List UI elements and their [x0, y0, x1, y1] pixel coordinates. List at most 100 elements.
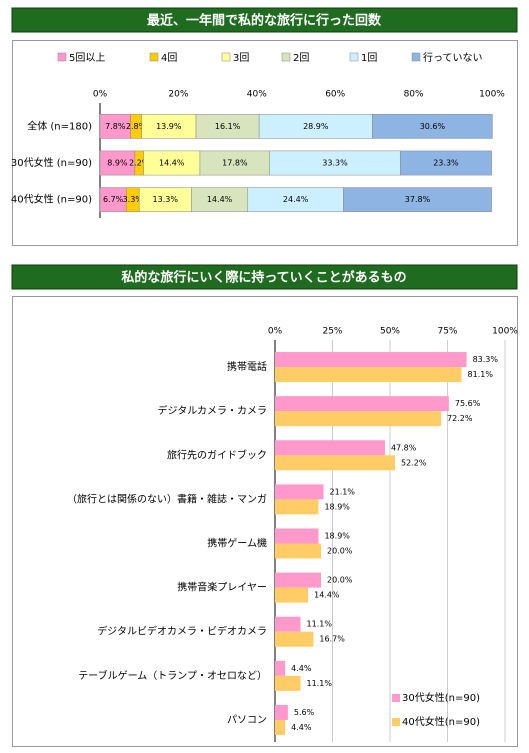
- value-label: 11.1%: [307, 620, 333, 629]
- y-tick-label: 携帯音楽プレイヤー: [177, 581, 267, 594]
- value-label: 6.7%: [103, 195, 124, 204]
- bar: [275, 411, 442, 427]
- value-label: 20.0%: [327, 576, 353, 585]
- value-label: 18.9%: [324, 502, 350, 511]
- y-tick-label: デジタルカメラ・カメラ: [158, 404, 268, 417]
- legend-marker: [392, 694, 400, 702]
- bar: [275, 660, 286, 676]
- bar: [275, 396, 449, 412]
- bar: [275, 675, 301, 691]
- bar: [275, 587, 309, 603]
- chart-frame: [12, 40, 518, 246]
- x-tick-label: 60%: [325, 90, 345, 100]
- bar-segment: [141, 113, 197, 139]
- x-tick-label: 75%: [437, 327, 457, 337]
- legend-marker: [149, 52, 159, 62]
- value-label: 3.3%: [123, 195, 144, 204]
- value-label: 7.8%: [105, 122, 126, 131]
- value-label: 4.4%: [291, 664, 312, 673]
- value-label: 8.9%: [107, 159, 128, 168]
- legend-label: 1回: [361, 52, 377, 64]
- bar-segment: [372, 113, 493, 139]
- bar: [275, 484, 324, 500]
- y-tick-label: テーブルゲーム（トランプ・オセロなど）: [78, 669, 267, 682]
- y-tick-label: デジタルビデオカメラ・ビデオカメラ: [97, 625, 267, 638]
- bar-segment: [99, 187, 127, 213]
- value-label: 75.6%: [455, 399, 481, 408]
- legend-marker: [349, 52, 359, 62]
- value-label: 24.4%: [283, 195, 309, 204]
- value-label: 30.6%: [420, 122, 446, 131]
- value-label: 16.7%: [319, 635, 345, 644]
- legend-marker: [411, 52, 421, 62]
- y-tick-label: 30代女性 (n=90): [11, 156, 92, 169]
- bar-segment: [195, 113, 260, 139]
- value-label: 52.2%: [401, 458, 427, 467]
- title-bar: [11, 264, 518, 290]
- y-tick-label: 40代女性 (n=90): [11, 193, 92, 206]
- y-tick-label: 携帯ゲーム機: [207, 537, 267, 550]
- legend-label: 40代女性(n=90): [402, 715, 480, 728]
- title-bar: [11, 7, 518, 33]
- bar-segment: [258, 113, 373, 139]
- bar-segment: [99, 113, 131, 139]
- y-tick-label: パソコン: [227, 714, 267, 726]
- bar-segment: [143, 150, 201, 176]
- legend-label: 30代女性(n=90): [402, 691, 480, 704]
- value-label: 14.4%: [207, 195, 233, 204]
- x-tick-label: 0%: [268, 327, 283, 337]
- bar: [275, 367, 462, 383]
- value-label: 4.4%: [291, 723, 312, 732]
- bar-segment: [247, 187, 344, 213]
- value-label: 37.8%: [405, 195, 431, 204]
- bar: [275, 455, 396, 471]
- chart-title: 最近、一年間で私的な旅行に行った回数: [147, 13, 382, 29]
- bar-segment: [191, 187, 249, 213]
- bar: [275, 440, 385, 456]
- value-label: 47.8%: [391, 443, 417, 452]
- bar: [275, 352, 467, 368]
- value-label: 23.3%: [433, 159, 459, 168]
- value-label: 21.1%: [330, 487, 356, 496]
- value-label: 83.3%: [473, 355, 499, 364]
- bar-segment: [343, 187, 492, 213]
- legend-label: 3回: [233, 52, 249, 64]
- x-tick-label: 20%: [168, 90, 188, 100]
- x-tick-label: 40%: [247, 90, 267, 100]
- bar-segment: [138, 187, 192, 213]
- bar: [275, 616, 301, 632]
- chart-frame: [12, 296, 518, 747]
- legend-label: 5回以上: [69, 52, 105, 64]
- value-label: 72.2%: [447, 414, 473, 423]
- value-label: 17.8%: [222, 159, 248, 168]
- x-tick-label: 100%: [479, 90, 505, 100]
- bar: [275, 572, 321, 588]
- value-label: 20.0%: [327, 546, 353, 555]
- value-label: 5.6%: [294, 708, 315, 717]
- legend-marker: [221, 52, 231, 62]
- y-tick-label: （旅行とは関係のない）書籍・雑誌・マンガ: [67, 492, 267, 505]
- bar: [275, 719, 286, 735]
- legend-label: 2回: [293, 52, 309, 64]
- value-label: 18.9%: [324, 532, 350, 541]
- value-label: 2.2%: [129, 159, 150, 168]
- bar: [275, 499, 319, 515]
- bar-segment: [269, 150, 401, 176]
- legend-marker: [281, 52, 291, 62]
- value-label: 11.1%: [307, 679, 333, 688]
- legend-label: 4回: [161, 52, 177, 64]
- legend-marker: [392, 718, 400, 726]
- bar: [275, 528, 319, 544]
- x-tick-label: 25%: [322, 327, 342, 337]
- bar-segment: [400, 150, 492, 176]
- value-label: 13.9%: [156, 122, 182, 131]
- bar-segment: [199, 150, 270, 176]
- bar: [275, 543, 321, 559]
- y-tick-label: 旅行先のガイドブック: [167, 448, 267, 461]
- value-label: 16.1%: [215, 122, 241, 131]
- value-label: 33.3%: [322, 159, 348, 168]
- value-label: 14.4%: [314, 591, 340, 600]
- legend-marker: [57, 52, 67, 62]
- chart-title: 私的な旅行にいく際に持っていくことがあるもの: [121, 270, 406, 286]
- bar: [275, 631, 314, 647]
